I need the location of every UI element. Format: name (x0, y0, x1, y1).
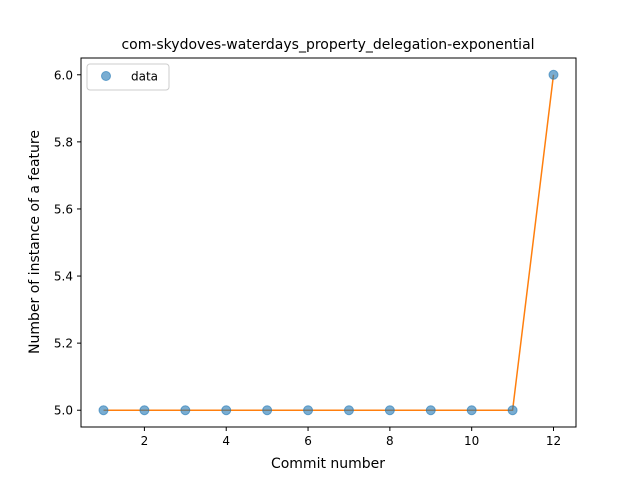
y-tick-label: 5.0 (54, 404, 73, 418)
x-tick-label: 10 (464, 434, 479, 448)
y-tick-label: 5.4 (54, 270, 73, 284)
legend-frame (86, 63, 170, 91)
x-tick-label: 12 (546, 434, 561, 448)
x-tick-label: 4 (222, 434, 230, 448)
data-point (221, 405, 232, 416)
data-point (466, 405, 477, 416)
x-tick-label: 2 (141, 434, 149, 448)
y-tick-label: 5.6 (54, 202, 73, 216)
axes-frame (80, 57, 577, 428)
plot-area: 2 4 6 8 10 12 5.0 5.2 5.4 5.6 5.8 6.0 (54, 57, 577, 448)
y-tick-label: 5.8 (54, 135, 73, 149)
x-axis-label: Commit number (271, 456, 385, 472)
data-point (262, 405, 273, 416)
data-point (139, 405, 150, 416)
data-point (507, 405, 518, 416)
legend-label-data: data (131, 70, 158, 84)
fit-line (103, 74, 555, 411)
data-point (384, 405, 395, 416)
data-point (425, 405, 436, 416)
data-point (180, 405, 191, 416)
data-point (303, 405, 314, 416)
data-point (548, 69, 559, 80)
y-tick-label: 5.2 (54, 337, 73, 351)
chart-title: com-skydoves-waterdays_property_delegati… (121, 37, 534, 53)
data-point (343, 405, 354, 416)
data-point (98, 405, 109, 416)
legend-marker-data (101, 71, 111, 81)
x-tick-label: 6 (304, 434, 312, 448)
x-tick-label: 8 (386, 434, 394, 448)
y-axis-label: Number of instance of a feature (27, 130, 43, 354)
legend: data (86, 63, 170, 91)
y-tick-label: 6.0 (54, 68, 73, 82)
